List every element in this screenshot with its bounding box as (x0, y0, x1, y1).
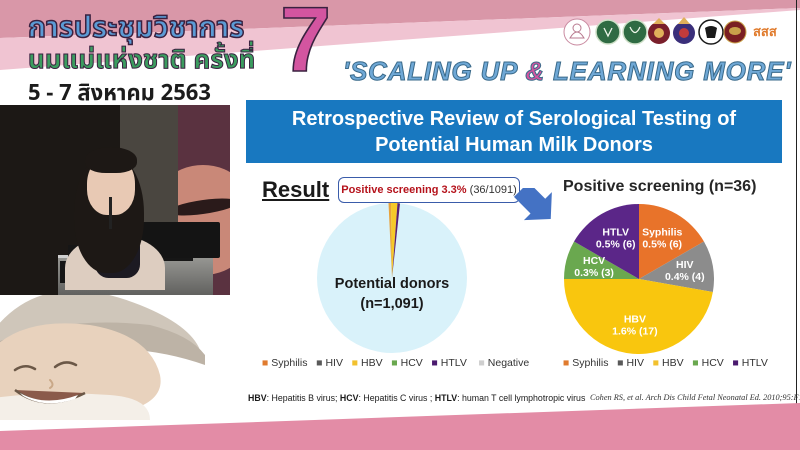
svg-text:HTLV: HTLV (602, 227, 629, 239)
svg-text:สสส: สสส (753, 24, 777, 39)
svg-text:HIV: HIV (676, 259, 694, 271)
svg-text:0.3% (3): 0.3% (3) (574, 267, 614, 279)
svg-text:0.4% (4): 0.4% (4) (665, 271, 705, 283)
svg-text:HCV: HCV (583, 255, 605, 267)
svg-text:1.6% (17): 1.6% (17) (612, 325, 658, 337)
svg-text:0.5% (6): 0.5% (6) (596, 239, 636, 251)
svg-text:Syphilis: Syphilis (642, 227, 682, 239)
svg-text:0.5% (6): 0.5% (6) (642, 239, 682, 251)
svg-text:HBV: HBV (624, 313, 646, 325)
